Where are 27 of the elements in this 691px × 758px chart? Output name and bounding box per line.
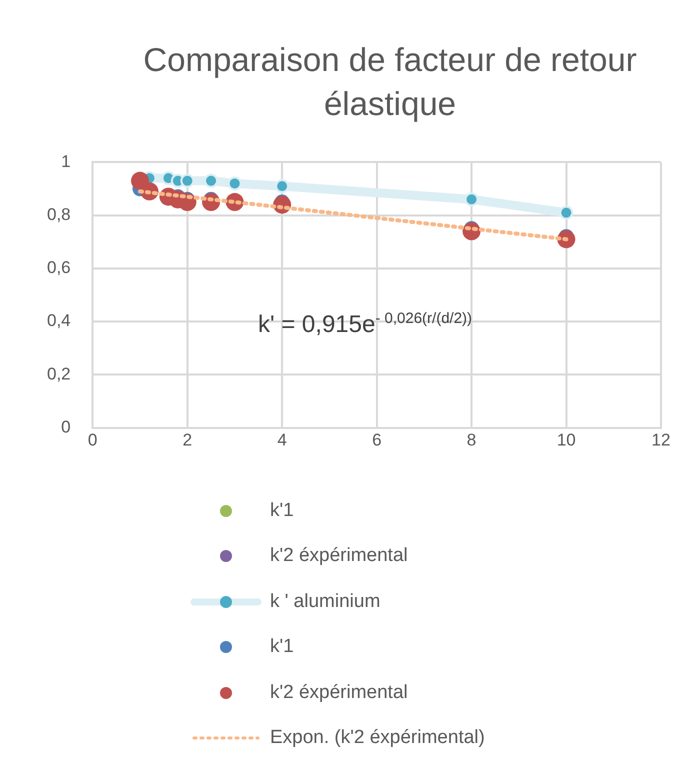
y-tick-label: 0,4 xyxy=(46,311,71,330)
point xyxy=(464,192,479,206)
x-tick-label: 2 xyxy=(182,430,192,450)
legend-label: k'1 xyxy=(270,500,294,522)
legend-label: k'2 éxpérimental xyxy=(270,682,408,704)
point xyxy=(180,174,194,188)
point xyxy=(204,174,218,188)
y-tick-label: 0,8 xyxy=(46,205,71,224)
x-tick-label: 6 xyxy=(372,430,382,450)
legend-label: Expon. (k'2 éxpérimental) xyxy=(270,727,485,750)
x-tick-label: 4 xyxy=(277,430,287,450)
point xyxy=(559,206,574,220)
x-tick-label: 0 xyxy=(88,430,98,450)
x-tick-label: 12 xyxy=(652,430,670,450)
point xyxy=(228,176,242,190)
y-tick-label: 0 xyxy=(61,417,71,436)
legend-label: k'2 éxpérimental xyxy=(270,545,408,568)
y-tick-label: 0,2 xyxy=(46,364,71,384)
chart-title: Comparaison de facteur de retour élastique xyxy=(142,40,638,124)
y-tick-label: 1 xyxy=(61,152,71,171)
x-tick-label: 8 xyxy=(466,430,476,450)
x-tick-label: 10 xyxy=(556,430,576,450)
y-tick-label: 0,6 xyxy=(46,258,71,278)
point xyxy=(275,179,290,194)
legend-label: k'1 xyxy=(270,636,294,658)
annotation: k' = 0,915e$^{- 0,026(r/(d/2))}$ xyxy=(258,310,472,339)
legend-label: k ' aluminium xyxy=(270,590,380,613)
